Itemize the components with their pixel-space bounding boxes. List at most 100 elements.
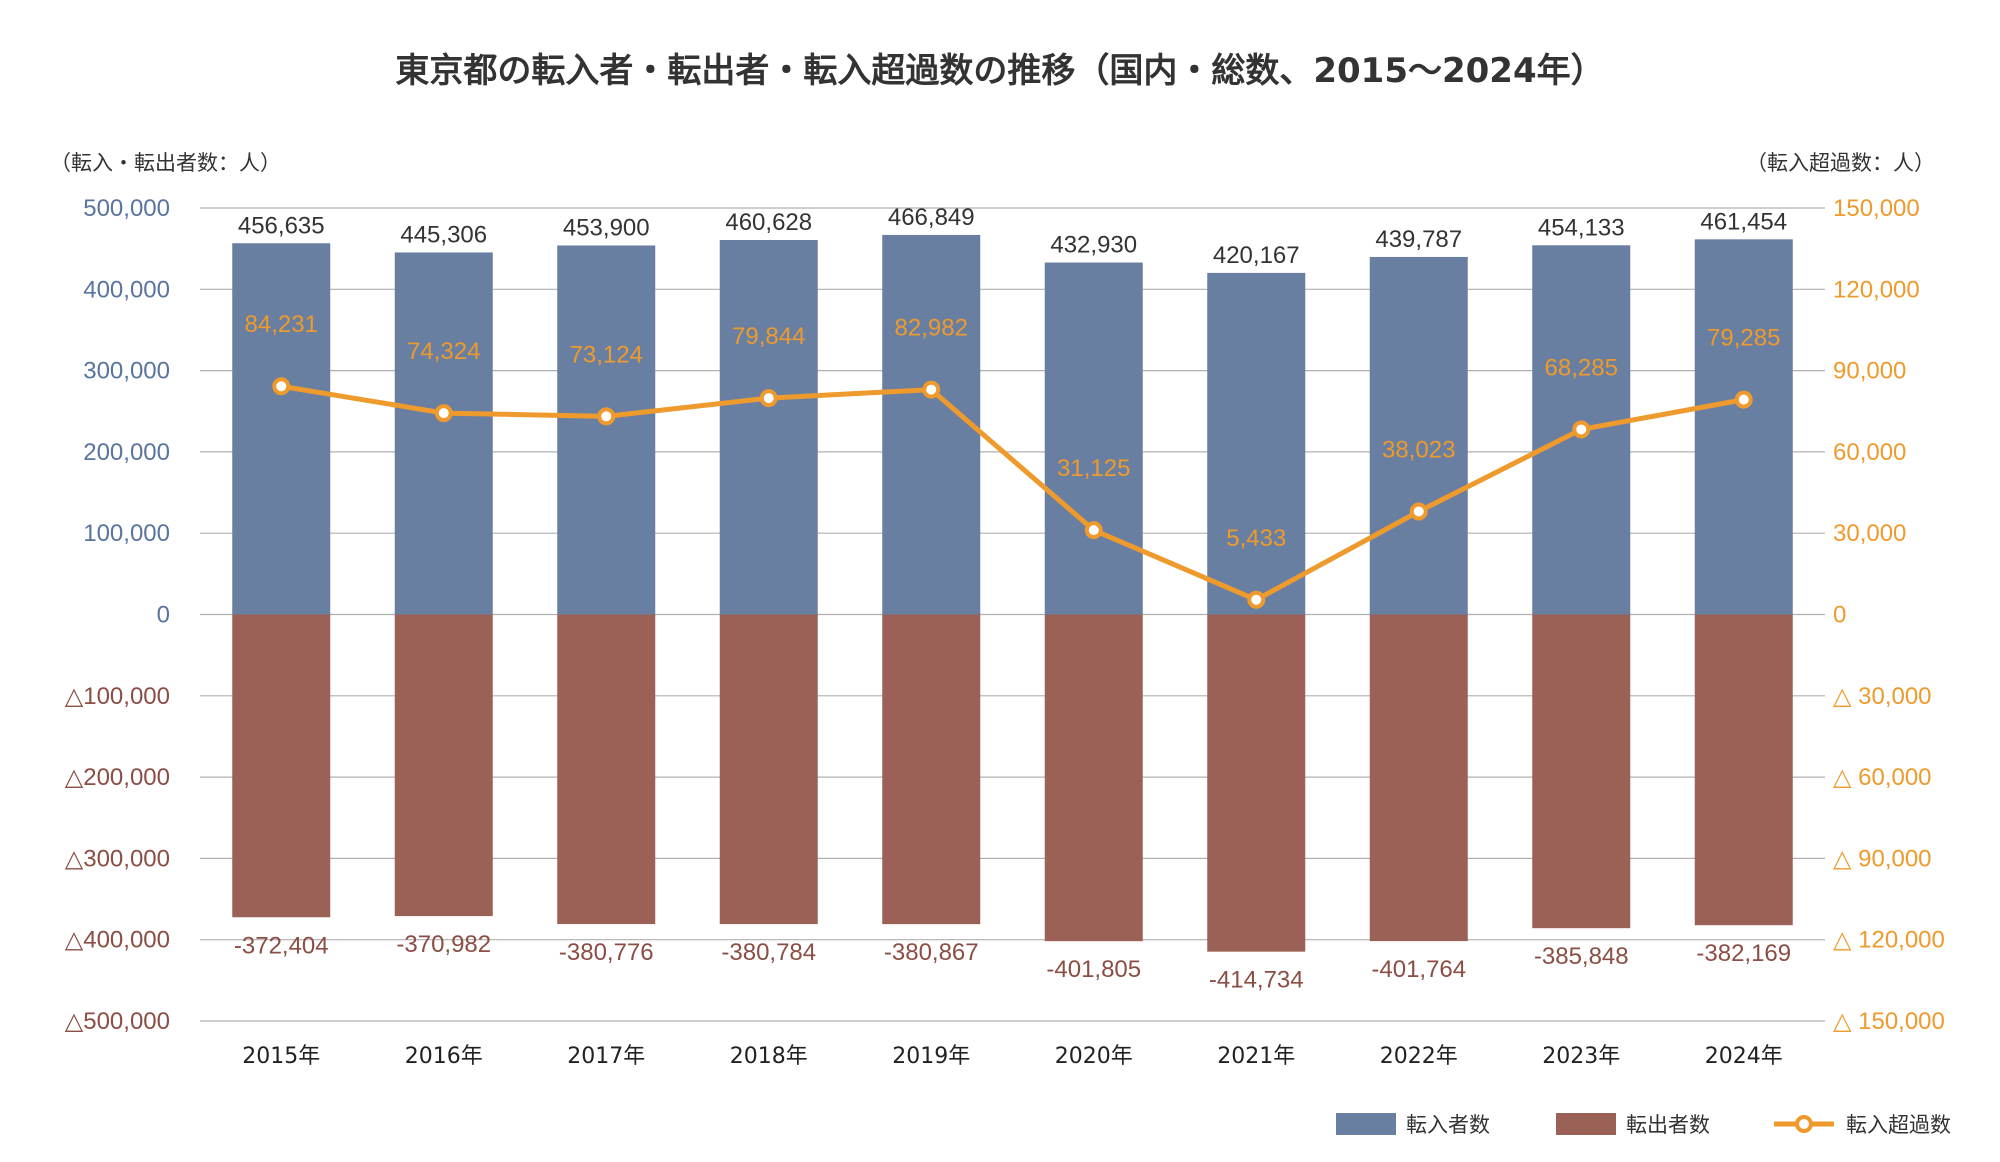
right-axis-ticks: 150,000 120,000 90,000 60,000 30,000 0 △ 30,00… [1833, 195, 1945, 1035]
right-tick-label: 120,000 [1833, 276, 1920, 303]
inflow-value-label: 466,849 [888, 204, 975, 231]
outflow-bar [1532, 614, 1631, 929]
right-tick-label: 60,000 [1833, 439, 1906, 466]
x-tick-label: 2023年 [1542, 1044, 1620, 1069]
outflow-value-label: -401,805 [1046, 956, 1141, 983]
net-value-label: 84,231 [245, 311, 318, 338]
net-migration-marker [1409, 502, 1428, 521]
net-migration-labels: 84,231 74,324 73,124 79,844 82,982 31,125 5,43… [245, 311, 1781, 552]
inflow-value-label: 432,930 [1050, 232, 1137, 259]
outflow-value-label: -380,776 [559, 939, 654, 966]
inflow-bar [1207, 272, 1306, 615]
left-tick-label: 200,000 [83, 439, 170, 466]
net-value-label: 68,285 [1545, 354, 1618, 381]
left-axis-label: （転入・転出者数：人） [50, 151, 281, 175]
left-tick-label: △400,000 [65, 927, 170, 954]
net-migration-marker [272, 377, 291, 396]
left-tick-label: 100,000 [83, 520, 170, 547]
left-tick-label: 300,000 [83, 358, 170, 385]
inflow-bar [1044, 262, 1143, 615]
outflow-bar [394, 614, 493, 917]
inflow-value-label: 454,133 [1538, 214, 1625, 241]
outflow-value-label: -380,867 [884, 939, 979, 966]
inflow-bar [882, 234, 981, 615]
left-tick-label: △100,000 [65, 683, 170, 710]
x-tick-label: 2017年 [567, 1044, 645, 1069]
legend-swatch-outflow [1556, 1113, 1616, 1135]
outflow-bar [1369, 614, 1468, 942]
right-tick-label: △ 90,000 [1833, 845, 1932, 872]
x-tick-label: 2022年 [1380, 1044, 1458, 1069]
outflow-bar [557, 614, 656, 925]
inflow-bar [1694, 239, 1793, 615]
inflow-value-label: 460,628 [725, 209, 812, 236]
right-tick-label: △ 30,000 [1833, 683, 1932, 710]
outflow-bar [1044, 614, 1143, 942]
inflow-value-label: 453,900 [563, 214, 650, 241]
outflow-bar [719, 614, 818, 925]
right-tick-label: △ 60,000 [1833, 764, 1932, 791]
right-tick-label: 30,000 [1833, 520, 1906, 547]
outflow-labels: -372,404 -370,982 -380,776 -380,784 -380,867… [234, 931, 1791, 994]
net-value-label: 38,023 [1382, 436, 1455, 463]
chart-title: 東京都の転入者・転出者・転入超過数の推移（国内・総数、2015〜2024年） [395, 51, 1604, 91]
left-tick-label: 400,000 [83, 276, 170, 303]
outflow-value-label: -380,784 [721, 939, 816, 966]
left-tick-label: 0 [157, 602, 170, 629]
outflow-value-label: -401,764 [1371, 956, 1466, 983]
legend: 転入者数 転出者数 転入超過数 [1336, 1113, 1951, 1137]
net-migration-marker [434, 404, 453, 423]
inflow-bar [1369, 256, 1468, 615]
net-migration-marker [759, 389, 778, 408]
net-migration-line [272, 377, 1753, 609]
right-tick-label: 0 [1833, 602, 1846, 629]
outflow-value-label: -382,169 [1696, 940, 1791, 967]
left-tick-label: △500,000 [65, 1008, 170, 1035]
outflow-value-label: -385,848 [1534, 943, 1629, 970]
net-migration-marker [1734, 390, 1753, 409]
outflow-bar [1694, 614, 1793, 926]
legend-marker-net [1795, 1115, 1813, 1133]
x-tick-label: 2020年 [1055, 1044, 1133, 1069]
net-value-label: 31,125 [1057, 455, 1130, 482]
outflow-bar [1207, 614, 1306, 952]
inflow-bar [719, 240, 818, 615]
net-migration-marker [1572, 420, 1591, 439]
inflow-value-label: 456,635 [238, 212, 325, 239]
x-tick-label: 2024年 [1705, 1044, 1783, 1069]
right-tick-label: 90,000 [1833, 358, 1906, 385]
net-migration-marker [1247, 590, 1266, 609]
outflow-value-label: -372,404 [234, 932, 329, 959]
outflow-bar [232, 614, 331, 918]
net-value-label: 79,844 [732, 323, 805, 350]
net-value-label: 74,324 [407, 338, 480, 365]
legend-label-net: 転入超過数 [1846, 1113, 1951, 1137]
net-migration-marker [1084, 521, 1103, 540]
inflow-labels: 456,635 445,306 453,900 460,628 466,849 432,9… [238, 204, 1787, 269]
outflow-value-label: -414,734 [1209, 967, 1304, 994]
net-value-label: 73,124 [570, 341, 643, 368]
x-tick-label: 2018年 [730, 1044, 808, 1069]
x-axis-ticks: 2015年 2016年 2017年 2018年 2019年 2020年 2021年 2022年… [242, 1044, 1783, 1069]
inflow-value-label: 439,787 [1375, 226, 1462, 253]
inflow-value-label: 445,306 [400, 221, 487, 248]
inflow-bar [394, 252, 493, 615]
outflow-value-label: -370,982 [396, 931, 491, 958]
net-value-label: 5,433 [1226, 525, 1286, 552]
legend-label-outflow: 転出者数 [1626, 1113, 1710, 1137]
inflow-bar [232, 243, 331, 615]
net-migration-marker [922, 380, 941, 399]
net-value-label: 82,982 [895, 315, 968, 342]
inflow-value-label: 420,167 [1213, 242, 1300, 269]
inflow-bar [557, 245, 656, 615]
legend-swatch-inflow [1336, 1113, 1396, 1135]
x-tick-label: 2021年 [1217, 1044, 1295, 1069]
net-migration-marker [597, 407, 616, 426]
legend-label-inflow: 転入者数 [1406, 1113, 1490, 1137]
inflow-value-label: 461,454 [1700, 208, 1787, 235]
x-tick-label: 2016年 [405, 1044, 483, 1069]
left-tick-label: △300,000 [65, 845, 170, 872]
left-tick-label: 500,000 [83, 195, 170, 222]
right-axis-label: （転入超過数：人） [1746, 151, 1935, 175]
